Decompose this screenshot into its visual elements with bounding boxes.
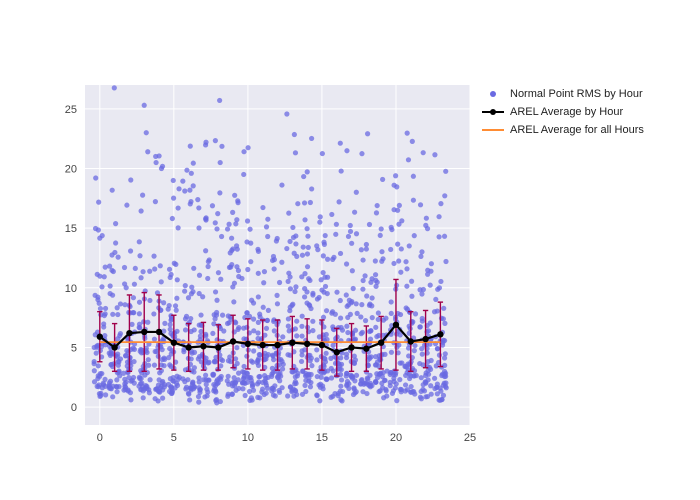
legend-label: Normal Point RMS by Hour [510,88,643,100]
legend-swatch [482,123,504,137]
legend-label: AREL Average for all Hours [510,124,644,136]
chart-container: 0 5 10 15 20 25 0 5 10 15 20 25 Normal Point RMS by… [0,0,700,500]
y-tick-label: 20 [65,164,77,176]
x-tick-label: 15 [316,432,328,444]
x-tick-label: 5 [171,432,177,444]
y-tick-label: 5 [71,342,77,354]
legend-swatch [482,105,504,119]
legend-item: AREL Average for all Hours [482,121,644,139]
y-tick-label: 10 [65,283,77,295]
legend-swatch [482,87,504,101]
chart-svg: 0 5 10 15 20 25 0 5 10 15 20 25 [0,0,700,500]
y-tick-label: 15 [65,223,77,235]
y-tick-label: 25 [65,104,77,116]
x-tick-label: 20 [390,432,402,444]
x-tick-label: 0 [97,432,103,444]
legend: Normal Point RMS by Hour AREL Average by … [482,85,644,139]
x-tick-label: 25 [464,432,476,444]
x-tick-label: 10 [242,432,254,444]
legend-item: AREL Average by Hour [482,103,644,121]
y-tick-label: 0 [71,402,77,414]
legend-item: Normal Point RMS by Hour [482,85,644,103]
legend-label: AREL Average by Hour [510,106,623,118]
